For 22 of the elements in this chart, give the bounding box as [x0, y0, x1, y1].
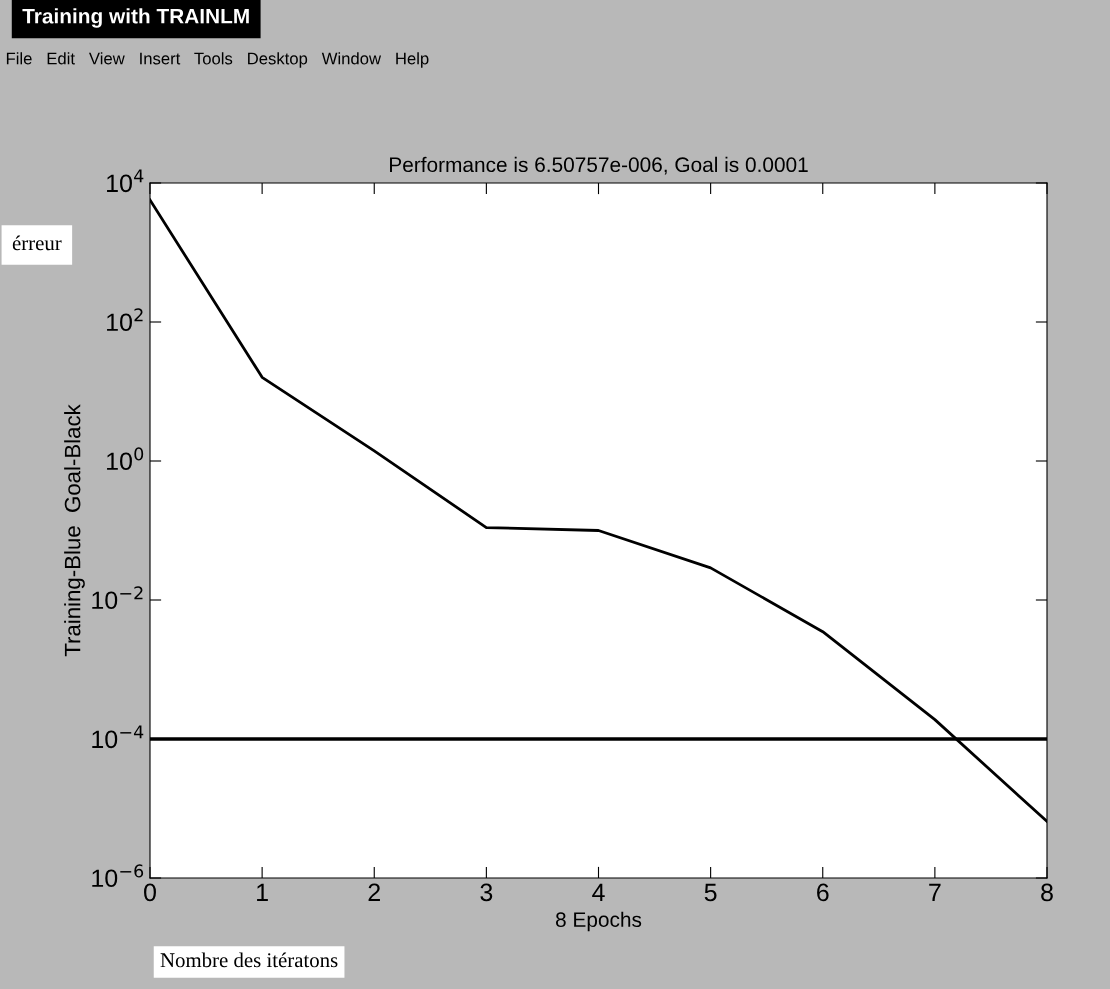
x-tick-label: 7: [929, 883, 941, 901]
y-tick-label: 10$^{0}$: [107, 447, 144, 471]
y-axis-title: Training-Blue Goal-Black: [64, 404, 85, 657]
text: Training with TRAINLM: [22, 8, 249, 28]
x-tick-label: 3: [480, 883, 493, 902]
text: File Edit View Insert Tools Desktop Window Help: [6, 52, 429, 68]
text: Nombre des itératons: [160, 952, 338, 968]
y-tick-label: 10$^{2}$: [107, 308, 143, 332]
y-tick-label: 10$^{−6}$: [92, 864, 144, 888]
y-tick-label: 10$^{−4}$: [92, 725, 144, 749]
x-tick-label: 2: [368, 883, 380, 901]
x-tick-label: 0: [144, 883, 156, 902]
x-tick-label: 8: [1041, 883, 1053, 902]
x-tick-label: 1: [257, 883, 268, 901]
x-tick-label: 5: [704, 883, 717, 902]
x-axis-title: 8 Epochs: [555, 911, 642, 932]
y-tick-label: 10$^{−2}$: [92, 586, 143, 610]
chart-title: Performance is 6.50757e-006, Goal is 0.0001: [390, 156, 808, 175]
x-tick-label: 4: [592, 883, 605, 901]
text: érreur: [12, 235, 62, 251]
y-tick-label: 10$^{4}$: [107, 169, 144, 193]
x-tick-label: 6: [817, 883, 829, 902]
